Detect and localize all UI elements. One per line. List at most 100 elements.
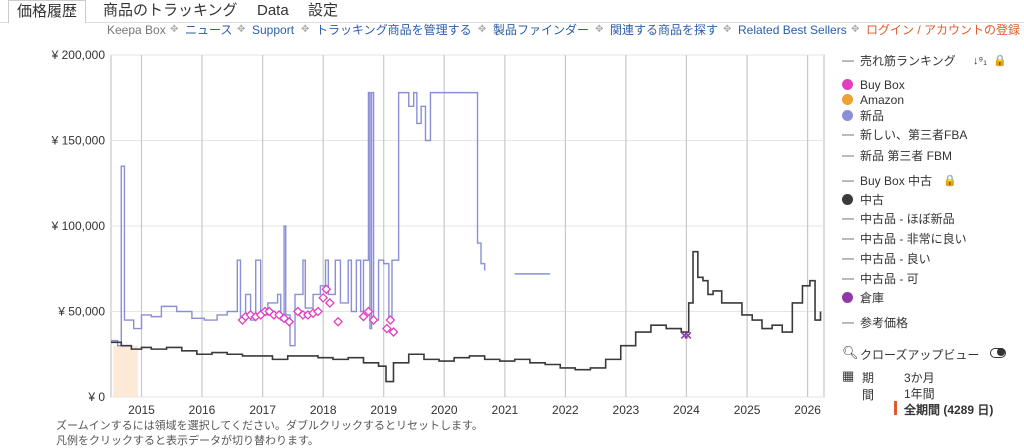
buybox-marker: [264, 306, 275, 317]
buybox-marker: [292, 306, 303, 317]
x-tick-label: 2022: [552, 403, 579, 415]
y-tick-label: ¥ 50,000: [57, 305, 105, 319]
price-history-chart[interactable]: ¥ 0 ¥ 50,000 ¥ 100,000 ¥ 150,000 ¥ 200,000 20…: [0, 40, 836, 415]
period-label: 期間: [862, 371, 875, 402]
lock-icon: 🔒: [943, 175, 957, 187]
sort-icon[interactable]: ↓⁹₁: [973, 55, 987, 67]
buybox-marker: [385, 315, 396, 325]
buybox-marker: [318, 292, 329, 303]
separator-icon: ✥: [851, 24, 860, 35]
tab-tracking[interactable]: 商品のトラッキング: [103, 2, 238, 19]
x-tick-label: 2017: [249, 403, 276, 415]
manage-tracking-link[interactable]: トラッキング商品を管理する: [316, 23, 472, 37]
related-products-link[interactable]: 関連する商品を探す: [610, 23, 719, 37]
y-tick-label: ¥ 0: [87, 390, 105, 404]
calendar-icon: ▦: [842, 368, 855, 383]
y-tick-label: ¥ 150,000: [51, 134, 106, 148]
tab-settings[interactable]: 設定: [308, 2, 339, 19]
dash-icon: [842, 238, 854, 240]
news-link[interactable]: ニュース: [185, 23, 233, 37]
x-tick-label: 2019: [370, 403, 397, 415]
legend-label: Buy Box: [860, 78, 905, 92]
x-tick-label: 2018: [310, 403, 337, 415]
search-icon: 🔍︎: [842, 345, 859, 360]
support-link[interactable]: Support: [252, 23, 295, 37]
series-layer: [111, 91, 822, 383]
series-used-line: [111, 250, 822, 383]
x-tick-label: 2023: [613, 403, 640, 415]
buybox-marker: [245, 310, 256, 320]
legend-label: 倉庫: [860, 291, 885, 305]
x-tick-label: 2026: [794, 403, 821, 415]
selected-marker: [894, 401, 897, 415]
legend-hint: 凡例をクリックすると表示データが切り替わります。: [56, 435, 319, 447]
amazon-dot-icon: [842, 94, 853, 105]
buybox-marker: [381, 323, 392, 334]
keepa-box-link[interactable]: Keepa Box: [107, 23, 166, 37]
dash-icon: [842, 258, 854, 260]
y-tick-label: ¥ 200,000: [51, 48, 106, 62]
buybox-marker: [284, 316, 295, 327]
period-option-1y[interactable]: 1年間: [904, 387, 935, 401]
y-tick-label: ¥ 100,000: [51, 219, 106, 233]
dash-icon: [842, 218, 854, 220]
series-new-line: [111, 91, 486, 347]
legend-label: 中古品 - 良い: [860, 252, 931, 266]
legend-label: 売れ筋ランキング: [860, 54, 956, 68]
out-of-stock-band: [113, 345, 138, 397]
x-tick-label: 2025: [734, 403, 761, 415]
dash-icon: [842, 278, 854, 280]
login-link[interactable]: ログイン / アカウントの登録: [866, 23, 1021, 37]
legend-label: 新品: [860, 109, 885, 123]
buybox-marker: [368, 315, 379, 325]
closeup-toggle[interactable]: [990, 348, 1006, 358]
separator-icon: ✥: [301, 24, 310, 35]
marker-layer: [237, 284, 692, 339]
x-tick-label: 2016: [189, 403, 216, 415]
closeup-label: クローズアップビュー: [860, 348, 980, 362]
tab-price-history[interactable]: 価格履歴: [8, 0, 87, 23]
legend-label: Buy Box 中古: [860, 174, 933, 188]
used-dot-icon: [842, 194, 853, 205]
legend-label: 新品 第三者 FBM: [860, 149, 952, 163]
buybox-dot-icon: [842, 79, 853, 90]
buybox-marker: [358, 311, 369, 322]
buybox-marker: [363, 306, 374, 317]
warehouse-marker: [684, 331, 692, 339]
x-tick-label: 2020: [431, 403, 458, 415]
tab-data[interactable]: Data: [257, 2, 289, 19]
legend-label: 中古品 - ほぼ新品: [860, 212, 955, 226]
period-option-all[interactable]: 全期間 (4289 日): [904, 403, 994, 417]
toggle-knob: [997, 348, 1005, 356]
separator-icon: ✥: [478, 24, 487, 35]
x-tick-label: 2024: [673, 403, 700, 415]
axis-layer: ¥ 0 ¥ 50,000 ¥ 100,000 ¥ 150,000 ¥ 200,000 20…: [51, 48, 822, 415]
separator-icon: ✥: [237, 24, 246, 35]
legend-label: 中古品 - 非常に良い: [860, 232, 967, 246]
dash-icon: [842, 322, 854, 324]
tab-bar: 価格履歴 商品のトラッキング Data 設定: [0, 0, 1024, 23]
legend-label: 中古: [860, 193, 885, 207]
sub-navigation: Keepa Box ✥ ニュース ✥ Support ✥ トラッキング商品を管理…: [0, 22, 1024, 38]
zoom-hint: ズームインするには領域を選択してください。ダブルクリックするとリセットします。: [56, 420, 483, 432]
legend-label: Amazon: [860, 93, 905, 107]
legend-label: 参考価格: [860, 316, 909, 330]
warehouse-dot-icon: [842, 292, 853, 303]
period-option-3m[interactable]: 3か月: [904, 371, 935, 385]
buybox-marker: [279, 313, 289, 324]
product-finder-link[interactable]: 製品ファインダー: [493, 23, 590, 37]
buybox-marker: [324, 298, 335, 308]
legend-label: 中古品 - 可: [860, 272, 919, 286]
separator-icon: ✥: [595, 24, 604, 35]
dash-icon: [842, 60, 854, 62]
buybox-marker: [321, 284, 332, 295]
grid-layer: [110, 54, 825, 398]
legend-label: 新しい、第三者FBA: [860, 128, 968, 142]
dash-icon: [842, 155, 854, 157]
x-tick-label: 2015: [128, 403, 155, 415]
dash-icon: [842, 180, 854, 182]
separator-icon: ✥: [170, 24, 179, 35]
lock-icon: 🔒: [993, 55, 1007, 67]
separator-icon: ✥: [723, 24, 732, 35]
related-best-sellers-link[interactable]: Related Best Sellers: [738, 23, 847, 37]
